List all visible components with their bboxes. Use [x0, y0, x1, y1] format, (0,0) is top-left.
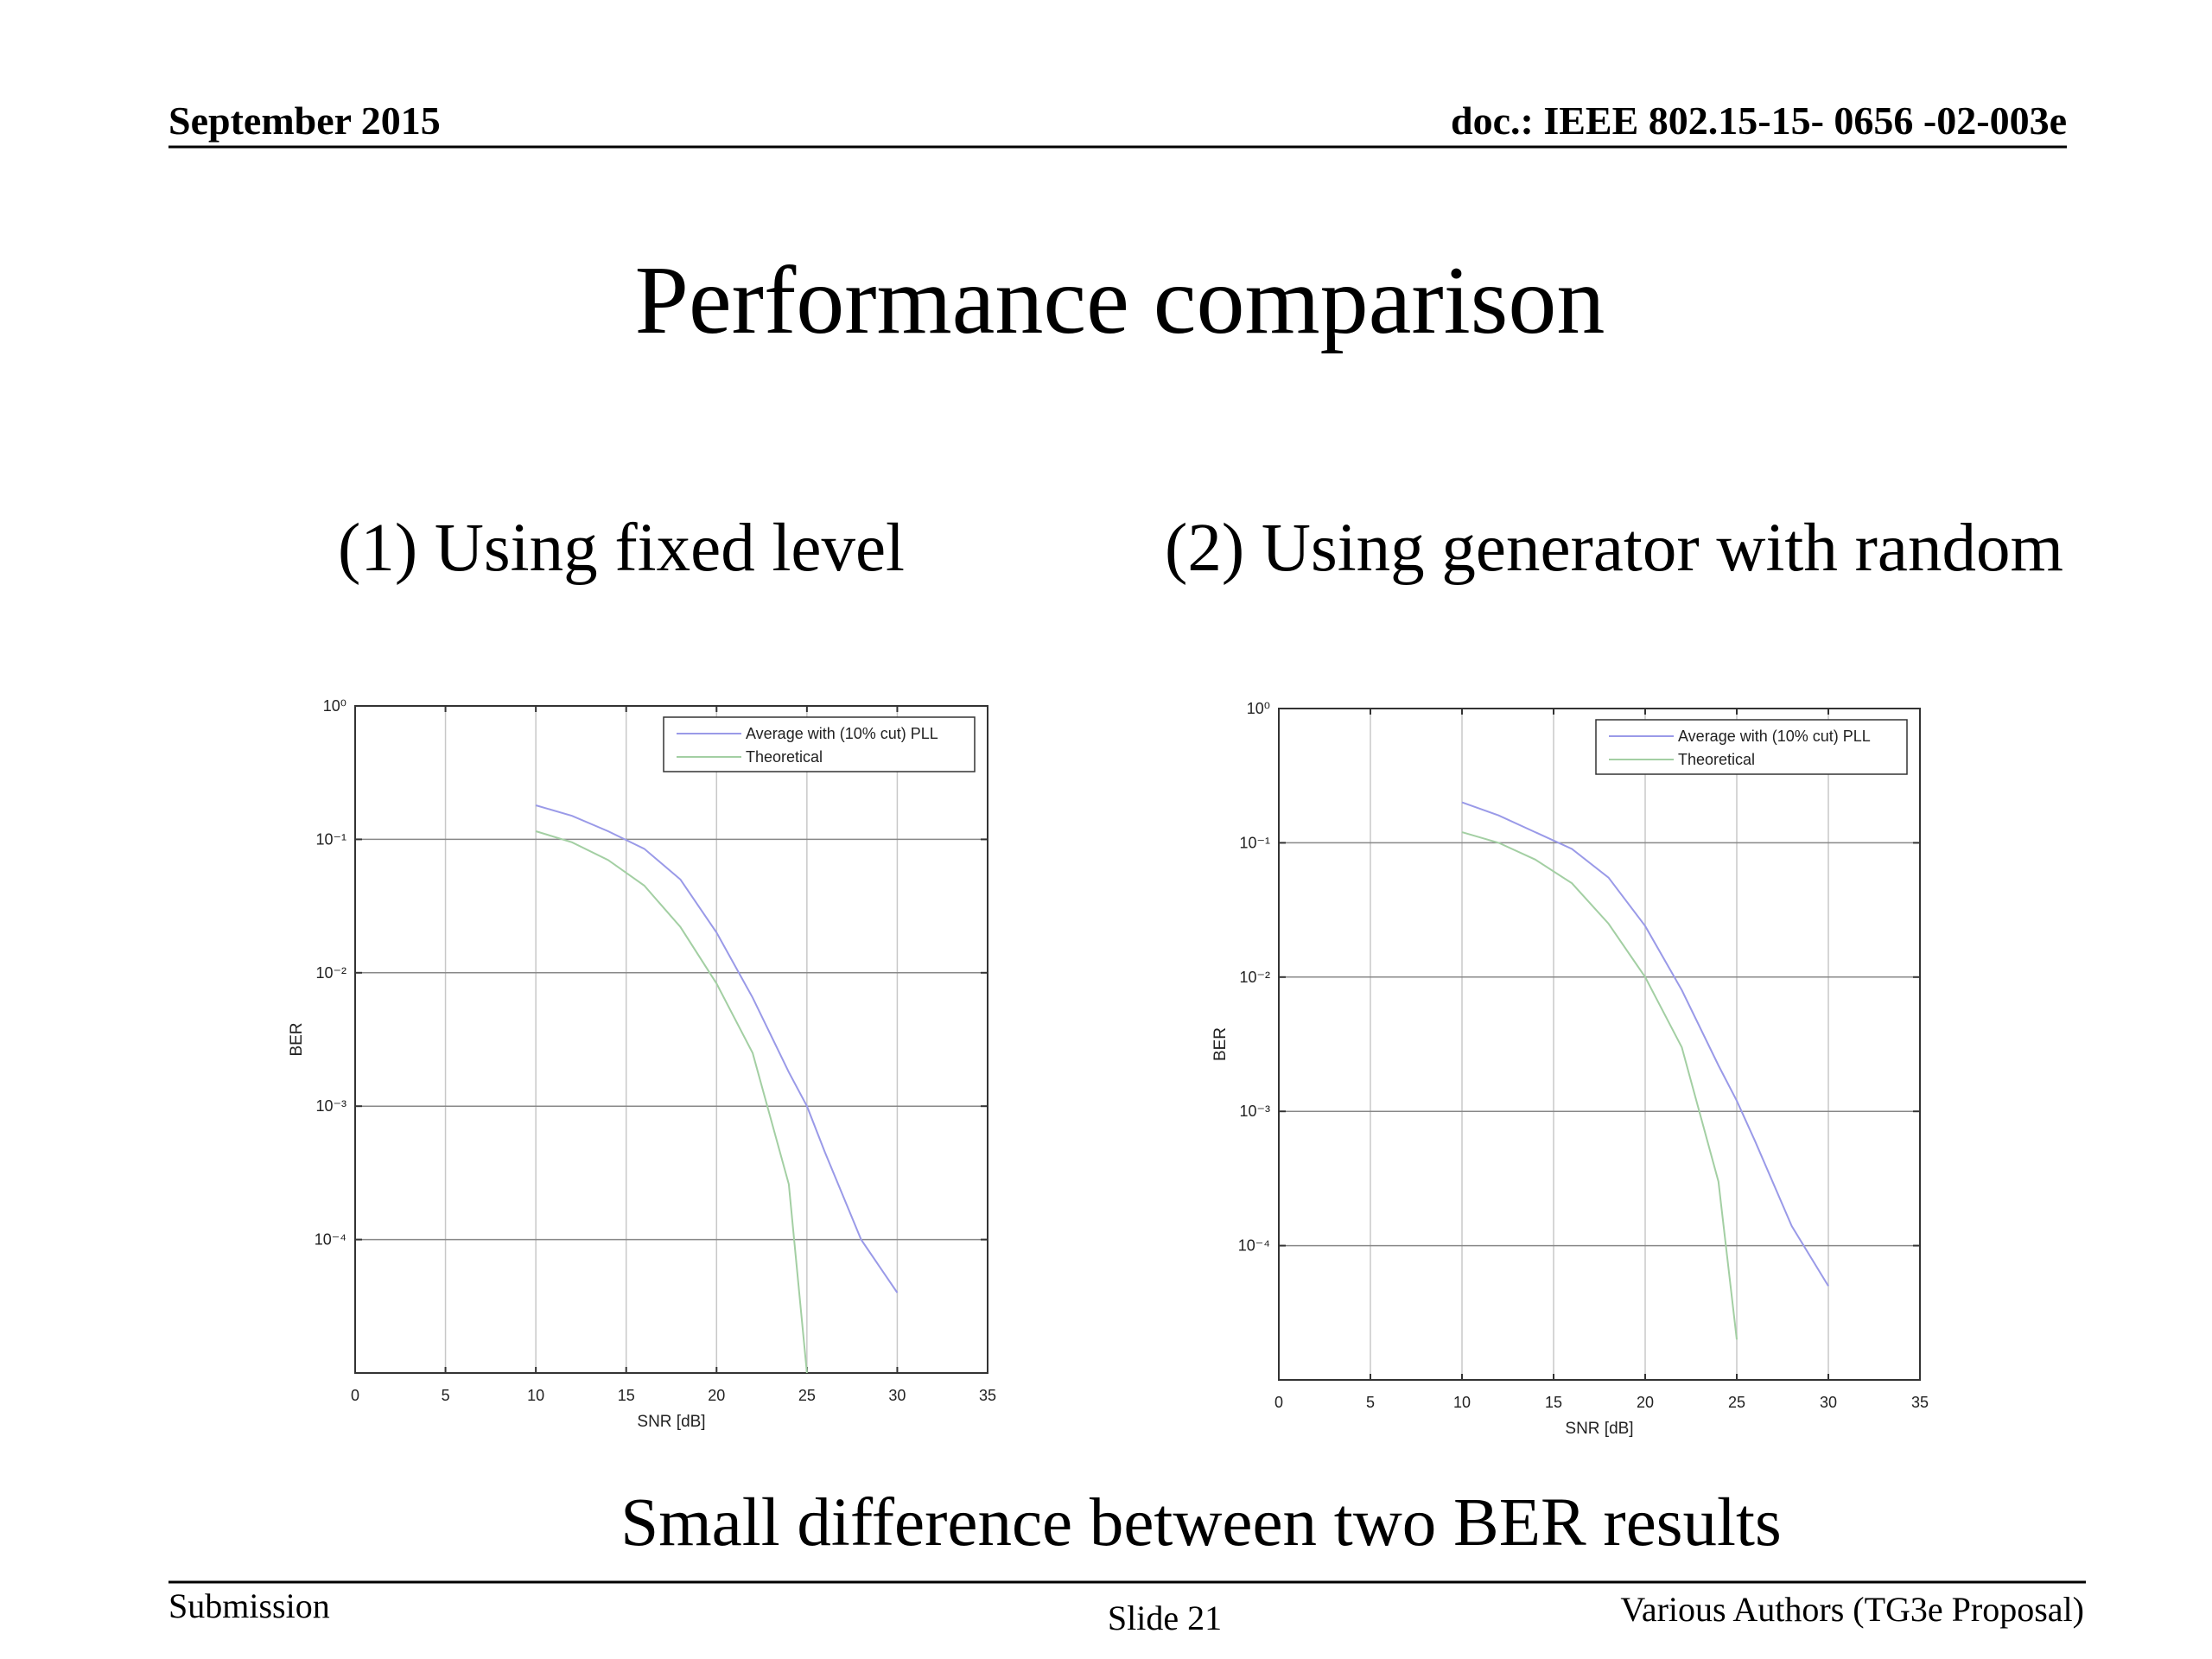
y-tick-label: 10⁻⁴	[315, 1231, 346, 1249]
y-axis-label: BER	[288, 1022, 306, 1056]
y-tick-label: 10⁰	[323, 697, 346, 715]
x-axis-label: SNR [dB]	[1565, 1420, 1633, 1438]
footer-center: Slide 21	[1108, 1599, 1222, 1637]
conclusion: Small difference between two BER results	[620, 1485, 1781, 1560]
chart: (2) Using generator with random 0 5 10 15 20 2…	[1165, 511, 2063, 1438]
x-tick-label: 25	[1728, 1394, 1745, 1411]
x-tick-label: 35	[1911, 1394, 1929, 1411]
header-doc: doc.: IEEE 802.15-15- 0656 -02-003e	[1451, 99, 2067, 143]
x-tick-label: 25	[798, 1387, 816, 1404]
y-tick-label: 10⁻⁴	[1238, 1237, 1270, 1255]
footer-left: Submission	[168, 1586, 330, 1625]
x-tick-label: 10	[527, 1387, 544, 1404]
y-tick-label: 10⁻²	[315, 964, 346, 982]
slide-title: Performance comparison	[635, 247, 1605, 354]
legend-label: Theoretical	[746, 748, 823, 766]
y-tick-label: 10⁻¹	[315, 830, 346, 848]
x-tick-label: 0	[1274, 1394, 1283, 1411]
y-tick-label: 10⁻²	[1239, 969, 1270, 986]
series-line	[1461, 801, 1829, 1287]
plot-area	[1279, 709, 1920, 1380]
x-tick-label: 20	[708, 1387, 725, 1404]
legend-box	[1595, 719, 1908, 775]
x-tick-label: 10	[1453, 1394, 1471, 1411]
y-tick-label: 10⁻³	[1239, 1103, 1270, 1120]
footer-right: Various Authors (TG3e Proposal)	[1620, 1590, 2084, 1629]
series-line	[535, 804, 899, 1294]
x-tick-label: 35	[979, 1387, 996, 1404]
legend-label: Average with (10% cut) PLL	[1678, 728, 1871, 745]
y-axis-label: BER	[1211, 1027, 1230, 1061]
legend-label: Average with (10% cut) PLL	[746, 725, 938, 742]
plot-frame	[354, 705, 988, 1374]
x-tick-label: 30	[888, 1387, 906, 1404]
plot-area	[355, 706, 988, 1373]
x-tick-label: 15	[618, 1387, 635, 1404]
chart: (1) Using fixed level 0 5 10 15 20 25 30 35 10⁰ 10…	[288, 511, 996, 1431]
legend-box	[663, 716, 976, 772]
x-tick-label: 0	[351, 1387, 359, 1404]
x-tick-label: 20	[1637, 1394, 1654, 1411]
chart-title: (2) Using generator with random	[1165, 511, 2063, 586]
x-tick-label: 30	[1820, 1394, 1837, 1411]
x-tick-label: 15	[1545, 1394, 1562, 1411]
series-line	[1461, 831, 1738, 1340]
x-tick-label: 5	[1366, 1394, 1375, 1411]
header-date: September 2015	[168, 99, 441, 143]
y-tick-label: 10⁰	[1247, 700, 1270, 717]
y-tick-label: 10⁻³	[315, 1097, 346, 1115]
x-axis-label: SNR [dB]	[637, 1413, 705, 1431]
series-line	[535, 830, 808, 1373]
x-tick-label: 5	[442, 1387, 450, 1404]
y-tick-label: 10⁻¹	[1239, 834, 1270, 851]
plot-frame	[1278, 708, 1921, 1381]
chart-title: (1) Using fixed level	[338, 511, 905, 586]
legend-label: Theoretical	[1678, 751, 1755, 768]
